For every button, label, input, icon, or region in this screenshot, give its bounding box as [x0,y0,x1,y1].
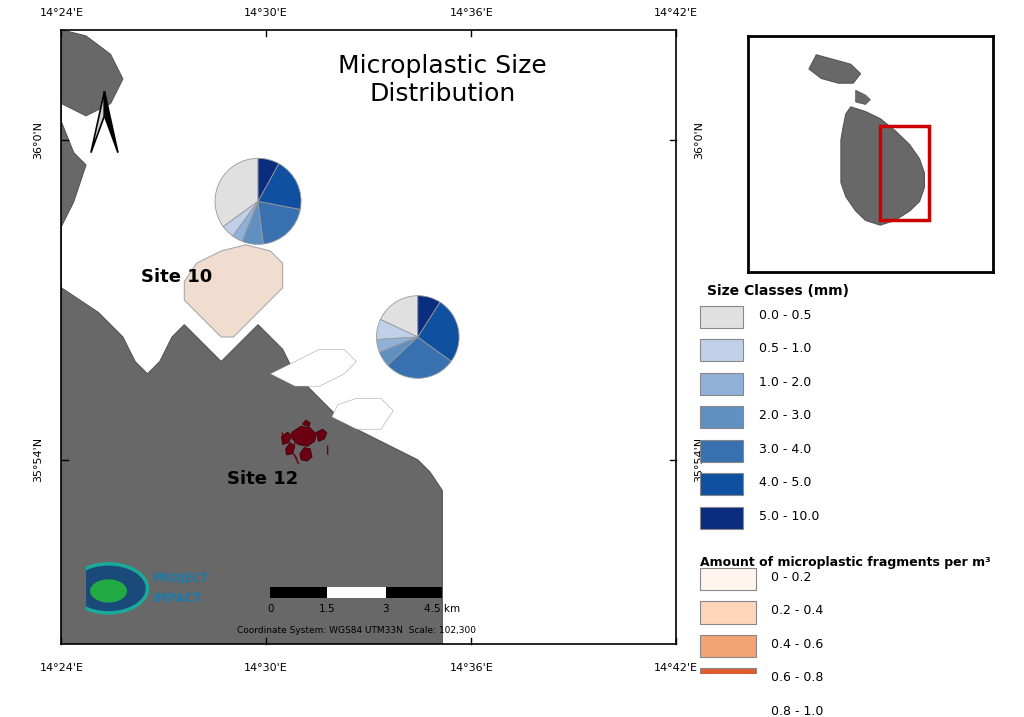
Text: 3.0 - 4.0: 3.0 - 4.0 [759,442,811,456]
Text: 0 - 0.2: 0 - 0.2 [771,571,811,584]
Polygon shape [286,442,295,455]
Wedge shape [223,201,258,236]
Wedge shape [380,337,418,365]
Wedge shape [418,302,459,361]
Polygon shape [316,429,327,442]
Text: 0.2 - 0.4: 0.2 - 0.4 [771,604,823,617]
Wedge shape [388,337,452,379]
Text: 1.0 - 2.0: 1.0 - 2.0 [759,376,811,389]
Polygon shape [292,426,316,447]
Polygon shape [282,432,292,445]
Text: 14°42'E: 14°42'E [654,663,697,673]
Text: 14°42'E: 14°42'E [654,7,697,17]
Circle shape [90,579,127,602]
FancyBboxPatch shape [700,305,743,328]
Text: 4.5 km: 4.5 km [424,604,461,614]
FancyBboxPatch shape [700,339,743,361]
Wedge shape [215,158,258,227]
Polygon shape [302,420,310,427]
Text: Microplastic Size
Distribution: Microplastic Size Distribution [338,54,547,106]
FancyBboxPatch shape [700,473,743,495]
FancyBboxPatch shape [700,702,756,717]
Polygon shape [856,90,870,105]
Bar [881,125,930,220]
Text: Coordinate System: WGS84 UTM33N  Scale: 102,300: Coordinate System: WGS84 UTM33N Scale: 1… [237,627,476,635]
Circle shape [70,564,147,613]
Wedge shape [258,158,279,201]
FancyBboxPatch shape [700,373,743,395]
Text: 5.0 - 10.0: 5.0 - 10.0 [759,510,819,523]
FancyBboxPatch shape [700,507,743,529]
Wedge shape [258,163,301,209]
FancyBboxPatch shape [700,440,743,462]
Wedge shape [381,295,418,337]
Polygon shape [809,54,860,83]
Text: Size Classes (mm): Size Classes (mm) [707,283,849,298]
Text: 2.0 - 3.0: 2.0 - 3.0 [759,409,811,422]
Text: Site 10: Site 10 [141,267,213,285]
Polygon shape [61,30,442,644]
Text: Amount of microplastic fragments per m³: Amount of microplastic fragments per m³ [700,556,991,569]
Wedge shape [243,201,263,244]
Polygon shape [184,244,283,337]
FancyBboxPatch shape [700,568,756,590]
Text: 0.8 - 1.0: 0.8 - 1.0 [771,705,823,717]
Polygon shape [104,91,118,153]
Text: 4.0 - 5.0: 4.0 - 5.0 [759,476,811,489]
Wedge shape [377,319,418,340]
Text: 14°36'E: 14°36'E [450,663,494,673]
Text: 0.4 - 0.6: 0.4 - 0.6 [771,638,823,651]
Polygon shape [270,349,356,386]
Wedge shape [418,295,440,337]
Text: IMPACT: IMPACT [153,592,202,604]
Polygon shape [61,30,123,116]
Text: 36°0'N: 36°0'N [694,121,705,159]
Wedge shape [258,201,300,244]
Text: 0.6 - 0.8: 0.6 - 0.8 [771,671,823,685]
Bar [327,587,386,598]
FancyBboxPatch shape [700,407,743,428]
Text: 36°0'N: 36°0'N [33,121,43,159]
Bar [270,587,442,598]
FancyBboxPatch shape [700,602,756,624]
Polygon shape [300,447,312,461]
Text: 0.5 - 1.0: 0.5 - 1.0 [759,342,811,355]
Text: 0: 0 [267,604,273,614]
Text: 3: 3 [382,604,389,614]
Text: PROJECT: PROJECT [153,572,210,585]
Wedge shape [377,337,418,352]
Text: 14°30'E: 14°30'E [244,663,288,673]
Text: Site 12: Site 12 [227,470,299,488]
FancyBboxPatch shape [700,635,756,657]
Text: 14°24'E: 14°24'E [40,663,83,673]
Text: 35°54'N: 35°54'N [694,437,705,483]
Text: 1.5: 1.5 [318,604,336,614]
Polygon shape [841,107,925,225]
Text: 14°30'E: 14°30'E [244,7,288,17]
Text: 14°24'E: 14°24'E [40,7,83,17]
FancyBboxPatch shape [700,668,756,690]
Polygon shape [91,91,104,153]
Polygon shape [332,399,393,429]
Text: 0.0 - 0.5: 0.0 - 0.5 [759,308,811,322]
Text: 14°36'E: 14°36'E [450,7,494,17]
Text: 35°54'N: 35°54'N [33,437,43,483]
Wedge shape [232,201,258,242]
